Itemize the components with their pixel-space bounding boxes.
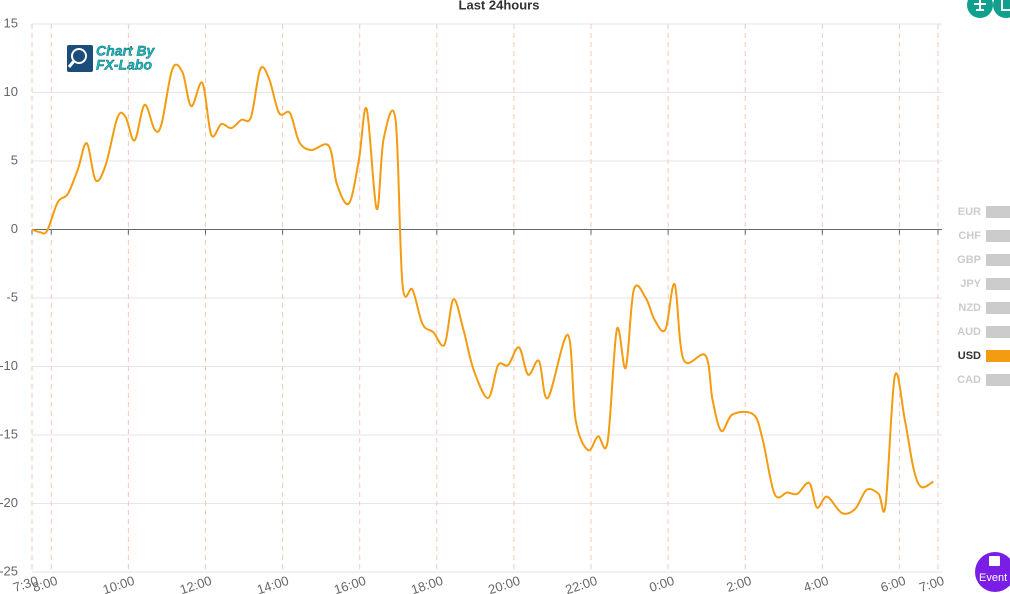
button-icon [1001, 0, 1010, 11]
y-tick-label: -10 [0, 358, 18, 373]
legend-label[interactable]: CHF [958, 230, 981, 242]
legend-swatch[interactable] [986, 350, 1010, 362]
y-tick-label: -5 [6, 289, 18, 304]
y-tick-label: 15 [4, 15, 18, 30]
legend-label[interactable]: CAD [957, 374, 981, 386]
logo-handle [67, 60, 76, 68]
x-tick-label: 0:00 [647, 573, 676, 594]
chart-title: Last 24hours [459, 0, 540, 12]
x-tick-label: 4:00 [802, 573, 831, 594]
y-tick-label: 10 [4, 84, 18, 99]
legend-label[interactable]: USD [958, 350, 981, 362]
x-tick-label: 16:00 [332, 573, 368, 594]
logo: Chart By FX-Labo [67, 43, 156, 73]
x-tick-label: 20:00 [486, 573, 522, 594]
logo-text: FX-Labo [96, 57, 152, 73]
x-tick-label: 22:00 [563, 573, 599, 594]
x-tick-label: 10:00 [101, 573, 137, 594]
legend-label[interactable]: AUD [957, 326, 981, 338]
y-tick-label: -20 [0, 495, 18, 510]
plot: -25 -20 -15 -10 -5 0 5 10 15 7:308:00 10:00 12:00 14… [0, 15, 946, 594]
y-tick-label: -15 [0, 426, 18, 441]
x-tick-label: 7:00 [917, 573, 946, 594]
event-label[interactable]: Event [979, 572, 1007, 584]
y-tick-label: -25 [0, 563, 18, 578]
legend-label[interactable]: EUR [958, 206, 981, 218]
y-tick-label: 0 [11, 221, 18, 236]
legend-label[interactable]: JPY [960, 278, 981, 290]
logo-text: Chart By [96, 43, 156, 59]
x-tick-label: 7:30 [11, 573, 40, 594]
legend-swatch[interactable] [986, 302, 1010, 314]
event-icon [989, 556, 1000, 566]
event-circle[interactable] [975, 552, 1010, 592]
legend-swatch[interactable] [986, 254, 1010, 266]
legend-label[interactable]: NZD [958, 302, 981, 314]
line [31, 63, 934, 515]
y-tick-label: 5 [11, 152, 18, 167]
x-tick-label: 12:00 [178, 573, 214, 594]
legend-swatch[interactable] [986, 278, 1010, 290]
logo-lens [71, 48, 87, 64]
legend-swatch[interactable] [986, 206, 1010, 218]
button-icon [974, 0, 986, 11]
legend-swatch[interactable] [986, 230, 1010, 242]
toolbar[interactable] [967, 0, 1010, 18]
x-tick-label: 14:00 [255, 573, 291, 594]
x-tick-label: 2:00 [725, 573, 754, 594]
x-tick-label: 8:00 [31, 573, 60, 594]
legend-label[interactable]: GBP [957, 254, 981, 266]
legend-swatch[interactable] [986, 326, 1010, 338]
legend-swatch[interactable] [986, 374, 1010, 386]
x-tick-label: 18:00 [409, 573, 445, 594]
event-button[interactable]: Event [975, 552, 1010, 592]
x-tick-label: 6:00 [879, 573, 908, 594]
